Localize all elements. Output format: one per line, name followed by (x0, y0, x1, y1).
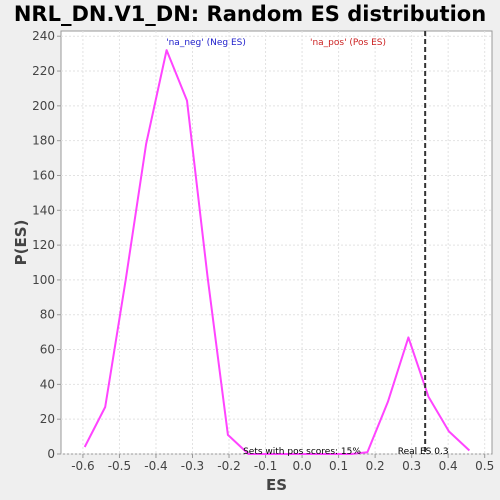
x-tick-label: -0.1 (254, 459, 277, 473)
y-tick-label: 80 (40, 308, 55, 322)
x-tick-label: 0.3 (402, 459, 421, 473)
x-tick-label: 0.0 (293, 459, 312, 473)
chart-title: NRL_DN.V1_DN: Random ES distribution (14, 2, 486, 26)
x-tick-label: -0.4 (144, 459, 167, 473)
x-tick-label: 0.4 (439, 459, 458, 473)
x-tick-label: -0.3 (181, 459, 204, 473)
y-tick-label: 100 (32, 273, 55, 287)
x-tick-label: 0.1 (329, 459, 348, 473)
y-tick-label: 180 (32, 134, 55, 148)
y-tick-label: 60 (40, 343, 55, 357)
plot-area (60, 30, 493, 455)
x-tick-label: -0.2 (217, 459, 240, 473)
annotations: 'na_neg' (Neg ES) 'na_pos' (Pos ES) Sets w… (166, 38, 448, 457)
y-tick-label: 120 (32, 238, 55, 252)
pos-es-label: 'na_pos' (Pos ES) (310, 38, 386, 48)
x-axis-label: ES (266, 476, 287, 494)
y-tick-label: 240 (32, 29, 55, 43)
series-layer (83, 31, 471, 455)
y-tick-label: 0 (47, 447, 55, 461)
y-tick-label: 140 (32, 203, 55, 217)
axes: -0.6 -0.5 -0.4 -0.3 -0.2 -0.1 0.0 0.1 0.2 0.3 0.4 0… (32, 29, 494, 473)
y-tick-label: 160 (32, 168, 55, 182)
y-tick-label: 200 (32, 99, 55, 113)
x-tick-label: -0.6 (71, 459, 94, 473)
x-tick-label: -0.5 (108, 459, 131, 473)
y-tick-label: 20 (40, 412, 55, 426)
sets-pos-scores-label: Sets with pos scores: 15% (243, 447, 361, 457)
y-tick-label: 220 (32, 64, 55, 78)
real-es-label: Real ES 0.3 (398, 447, 449, 457)
x-tick-label: 0.2 (366, 459, 385, 473)
y-tick-label: 40 (40, 377, 55, 391)
neg-es-label: 'na_neg' (Neg ES) (166, 38, 246, 48)
series-line (83, 49, 471, 455)
grid (61, 31, 492, 455)
y-axis-label: P(ES) (12, 220, 30, 266)
x-tick-label: 0.5 (475, 459, 494, 473)
